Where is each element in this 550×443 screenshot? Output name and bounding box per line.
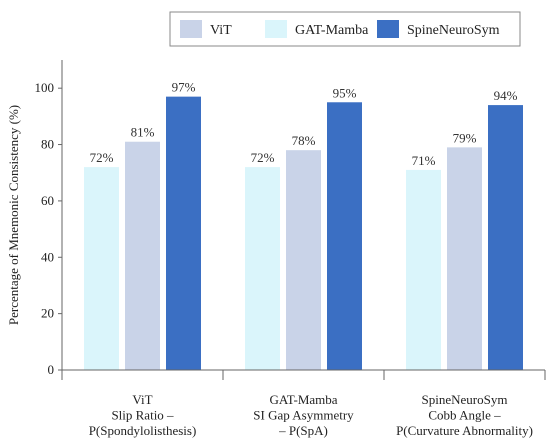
legend-swatch-spineneurosym [377, 20, 399, 38]
y-axis: 0 20 40 60 80 100 [35, 60, 63, 377]
bar-vit [125, 141, 160, 370]
legend-label-spineneurosym: SpineNeuroSym [407, 23, 500, 38]
bars: 72% 81% 97% 72% 78% 95% 71% 79% 94% [84, 80, 523, 371]
x-category-line: – P(SpA) [278, 423, 328, 438]
y-axis-label: Percentage of Mnemonic Consistency (%) [6, 105, 21, 325]
data-label-vit: 79% [453, 130, 477, 145]
data-label-gat-mamba: 72% [251, 150, 275, 165]
legend-box [169, 11, 521, 47]
x-category-line: ViT [132, 392, 152, 407]
y-tick-label: 100 [35, 80, 55, 95]
legend-label-vit: ViT [210, 23, 232, 38]
x-category-line: Cobb Angle – [428, 408, 501, 423]
bar-spineneurosym [488, 105, 523, 370]
y-tick-label: 80 [41, 137, 54, 152]
y-tick-label: 20 [41, 306, 54, 321]
y-tick-label: 60 [41, 193, 54, 208]
bar-gat-mamba [406, 169, 441, 370]
y-tick-label: 40 [41, 249, 54, 264]
x-category-line: SpineNeuroSym [422, 392, 508, 407]
x-category-line: GAT-Mamba [269, 392, 337, 407]
x-category-label: ViT Slip Ratio – P(Spondylolisthesis) [89, 392, 197, 438]
data-label-spineneurosym: 94% [494, 88, 518, 103]
x-axis: ViT Slip Ratio – P(Spondylolisthesis) GAT-M… [61, 369, 546, 438]
data-label-spineneurosym: 97% [172, 80, 196, 95]
data-label-vit: 81% [131, 125, 155, 140]
data-label-vit: 78% [292, 133, 316, 148]
legend-swatch-vit [180, 20, 202, 38]
bar-gat-mamba [84, 167, 119, 370]
legend-label-gat-mamba: GAT-Mamba [295, 23, 369, 38]
bar-vit [447, 147, 482, 370]
bar-gat-mamba [245, 167, 280, 370]
x-category-line: P(Curvature Abnormality) [396, 423, 533, 438]
x-category-label: SpineNeuroSym Cobb Angle – P(Curvature Abn… [396, 392, 533, 438]
bar-vit [286, 150, 321, 370]
data-label-gat-mamba: 72% [90, 150, 114, 165]
bar-spineneurosym [327, 102, 362, 370]
x-category-label: GAT-Mamba SI Gap Asymmetry – P(SpA) [253, 392, 354, 438]
y-tick-label: 0 [48, 362, 55, 377]
legend-swatch-gat-mamba [265, 20, 287, 38]
data-label-spineneurosym: 95% [333, 85, 357, 100]
x-category-line: Slip Ratio – [111, 408, 174, 423]
x-category-line: P(Spondylolisthesis) [89, 423, 197, 438]
legend: ViT GAT-Mamba SpineNeuroSym [169, 11, 521, 47]
bar-spineneurosym [166, 96, 201, 371]
x-category-line: SI Gap Asymmetry [253, 408, 354, 423]
data-label-gat-mamba: 71% [412, 153, 436, 168]
